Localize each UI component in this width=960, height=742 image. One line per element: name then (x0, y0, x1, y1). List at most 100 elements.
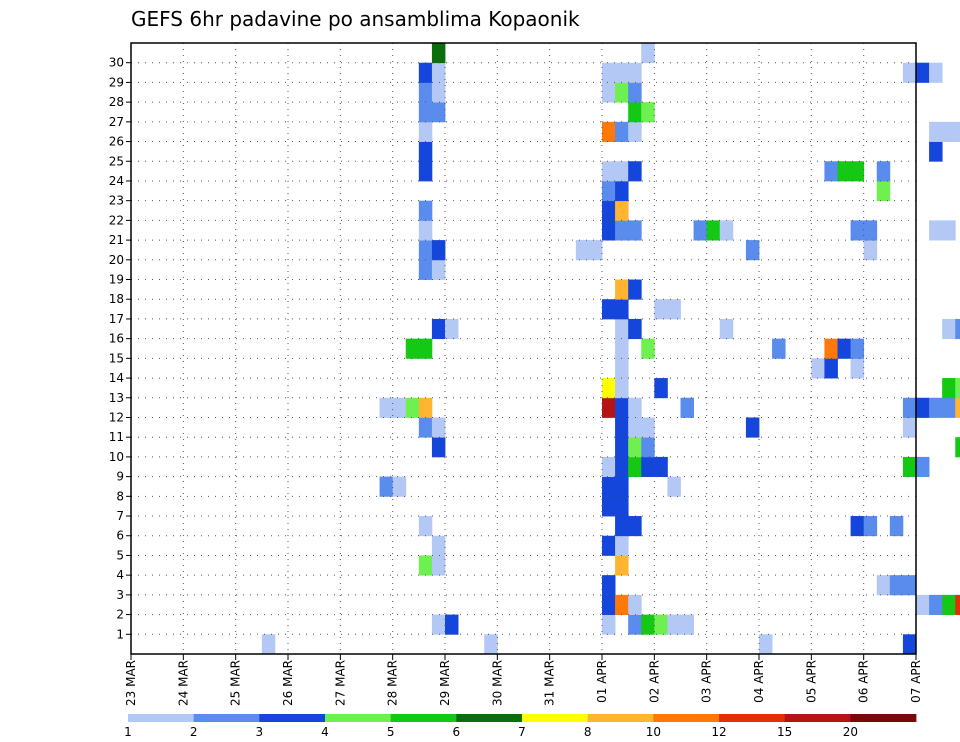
heatmap-cell (602, 62, 616, 83)
heatmap-cell (745, 417, 760, 438)
colorbar-swatch (719, 714, 786, 722)
heatmap-cell (628, 102, 642, 123)
heatmap-cell (889, 516, 904, 537)
heatmap-cell (667, 299, 681, 320)
heatmap-cell (876, 575, 891, 596)
heatmap-cell (916, 397, 930, 418)
heatmap-cell (628, 161, 642, 182)
heatmap-cell (418, 259, 433, 280)
y-tick-label: 17 (109, 312, 124, 326)
heatmap-cell (418, 220, 433, 241)
heatmap-cell (641, 614, 655, 635)
y-axis: 1234567891011121314151617181920212223242… (109, 56, 131, 641)
heatmap-cell (379, 397, 394, 418)
heatmap-cell (431, 62, 446, 83)
y-tick-label: 3 (116, 588, 124, 602)
heatmap-cell (929, 141, 943, 162)
heatmap-cell (602, 378, 616, 399)
heatmap-cell (615, 318, 629, 340)
heatmap-cell (942, 318, 956, 340)
heatmap-cell (615, 220, 629, 241)
heatmap-cell (929, 594, 943, 615)
y-tick-label: 4 (116, 568, 124, 582)
heatmap-cell (615, 555, 629, 576)
heatmap-cell (418, 338, 433, 359)
heatmap-cell (405, 397, 420, 418)
heatmap-cell (418, 161, 433, 182)
heatmap-cell (602, 535, 616, 556)
heatmap-cell (615, 200, 629, 221)
heatmap-cell (863, 516, 878, 537)
heatmap-cell (850, 220, 865, 241)
x-axis: 23 MAR 24 MAR 25 MAR 26 MAR 27 MAR 28 MAR 29 M… (124, 654, 923, 706)
x-tick-label: 01 APR (595, 660, 609, 703)
heatmap-cell (628, 456, 642, 478)
heatmap-cell (850, 161, 865, 182)
heatmap-cell (602, 200, 616, 221)
heatmap-cell (484, 634, 498, 655)
heatmap-cell (615, 594, 629, 615)
heatmap-cell (418, 516, 433, 537)
heatmap-cell (628, 397, 642, 418)
heatmap-cell (418, 121, 433, 142)
heatmap-cell (628, 594, 642, 615)
heatmap-cell (929, 121, 943, 142)
heatmap-cell (942, 378, 956, 399)
heatmap-cell (850, 516, 865, 537)
heatmap-cell (942, 121, 956, 142)
colorbar-swatch (653, 714, 720, 722)
heatmap-cell (641, 437, 655, 458)
heatmap-cell (916, 62, 930, 83)
colorbar-swatch (456, 714, 523, 722)
plot-frame (130, 42, 917, 655)
y-tick-label: 23 (109, 194, 124, 208)
colorbar-label: 5 (387, 725, 395, 739)
heatmap-cell (719, 318, 734, 340)
heatmap-cell (641, 102, 655, 123)
colorbar-swatch (390, 714, 457, 722)
heatmap-cell (876, 180, 891, 202)
x-tick-label: 23 MAR (124, 660, 138, 706)
heatmap-cell (431, 614, 446, 635)
colorbar-label: 20 (843, 725, 858, 739)
y-tick-label: 19 (109, 273, 124, 287)
heatmap-cell (445, 614, 459, 635)
heatmap-cell (902, 417, 917, 438)
heatmap-cell (615, 299, 629, 320)
heatmap-cell (850, 358, 865, 379)
heatmap-cell (902, 634, 917, 655)
heatmap-cell (628, 318, 642, 340)
heatmap-cell (418, 82, 433, 103)
heatmap-cell (654, 614, 668, 635)
heatmap-cell (628, 62, 642, 83)
heatmap-cell (615, 397, 629, 418)
y-tick-label: 2 (116, 608, 124, 622)
heatmap-cell (916, 456, 930, 478)
heatmap-cell (863, 220, 878, 241)
heatmap-cell (615, 180, 629, 202)
heatmap-cell (602, 121, 616, 142)
colorbar-label: 3 (256, 725, 264, 739)
y-tick-label: 1 (116, 627, 124, 641)
x-tick-label: 28 MAR (386, 660, 400, 706)
colorbar-label: 12 (711, 725, 726, 739)
x-tick-label: 26 MAR (281, 660, 295, 706)
heatmap-cell (602, 594, 616, 615)
heatmap-cell (693, 220, 708, 241)
y-tick-label: 7 (116, 509, 124, 523)
y-tick-label: 30 (109, 56, 124, 70)
heatmap-cell (588, 240, 603, 261)
heatmap-cell (916, 594, 930, 615)
heatmap-cell (759, 634, 773, 655)
x-tick-label: 30 MAR (490, 660, 504, 706)
y-tick-label: 22 (109, 213, 124, 227)
heatmap-cell (431, 535, 446, 556)
colorbar-swatch (325, 714, 392, 722)
heatmap-cell (628, 614, 642, 635)
heatmap-cell (902, 575, 917, 596)
heatmap-cell (902, 456, 917, 478)
heatmap-cell (615, 516, 629, 537)
heatmap-cell (431, 240, 446, 261)
heatmap-cell (602, 180, 616, 202)
